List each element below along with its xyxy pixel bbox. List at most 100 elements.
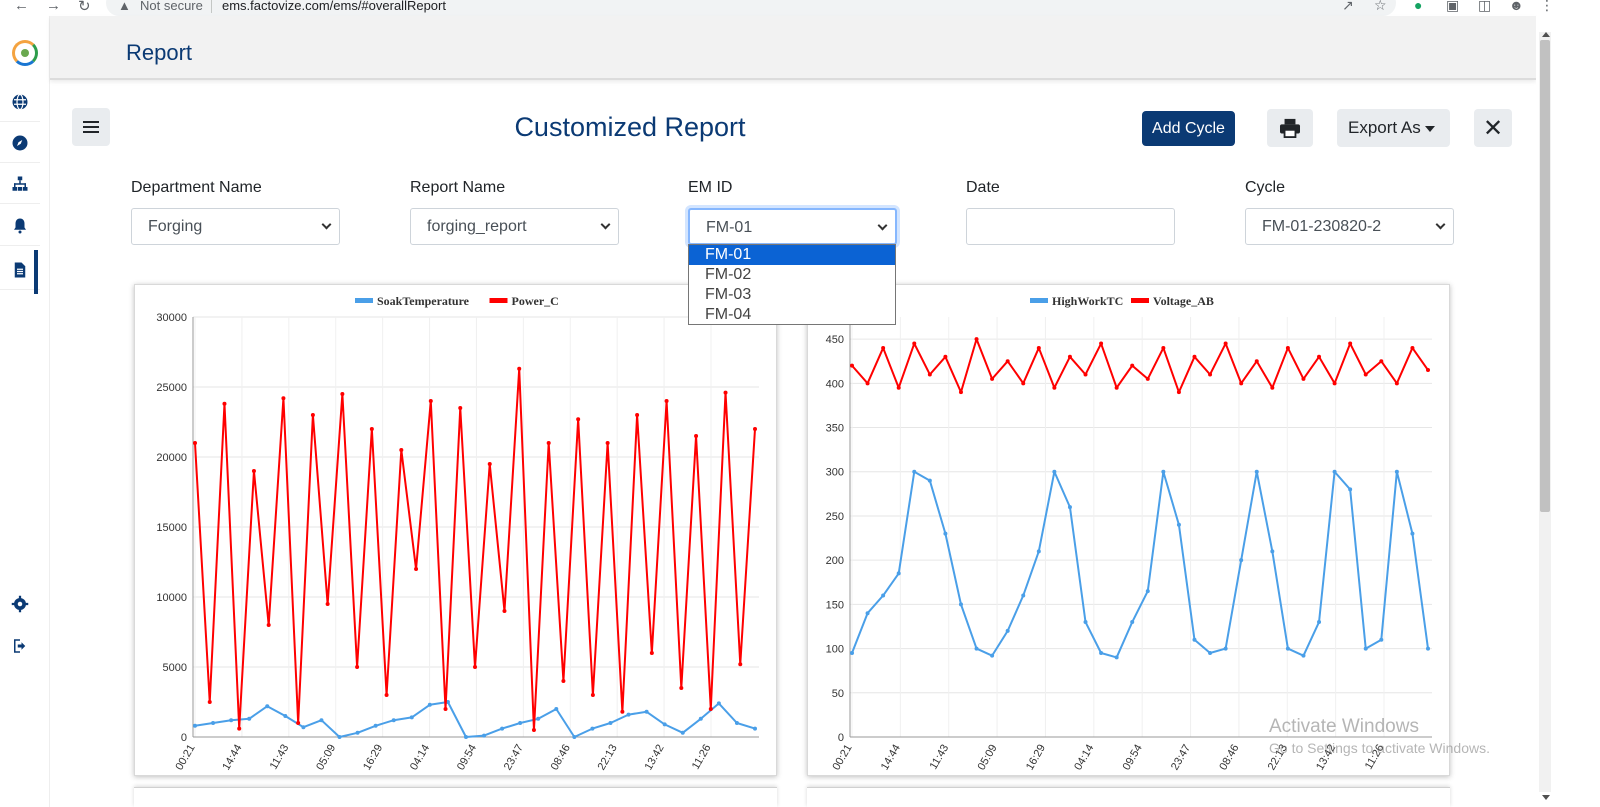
series-line (851, 470, 1429, 659)
globe-icon (12, 93, 28, 110)
grammarly-icon[interactable]: ● (1414, 0, 1423, 13)
close-icon: ✕ (1482, 114, 1504, 142)
series-point (974, 337, 979, 342)
series-point (531, 728, 536, 732)
series-point (373, 723, 378, 728)
caret-down-icon (1424, 125, 1435, 132)
series-point (1363, 372, 1368, 377)
report-name-select[interactable]: forging_report (410, 208, 619, 245)
em-id-select[interactable]: FM-01 (688, 208, 897, 245)
sidebar-item-alerts[interactable] (0, 206, 40, 246)
sidebar-item-report[interactable] (0, 250, 40, 294)
sidebar-item-settings[interactable] (0, 584, 40, 624)
series-point (1410, 531, 1415, 536)
browser-menu-icon[interactable]: ⋮ (1540, 0, 1554, 13)
sidebar-item-dashboard[interactable] (0, 123, 40, 163)
y-tick-label: 100 (826, 644, 844, 656)
sidebar-item-hierarchy[interactable] (0, 164, 40, 204)
department-value: Forging (148, 218, 203, 235)
series-point (414, 567, 419, 571)
series-point (237, 726, 242, 731)
export-as-button[interactable]: Export As (1337, 109, 1450, 147)
series-point (554, 707, 559, 711)
x-tick-label: 22:13 (596, 743, 620, 773)
y-tick-label: 250 (826, 511, 844, 523)
scrollbar-thumb[interactable] (1540, 40, 1550, 512)
series-point (1239, 381, 1244, 386)
series-point (896, 571, 901, 576)
series-point (753, 726, 757, 731)
em-id-option[interactable]: FM-04 (705, 306, 752, 323)
series-point (1114, 655, 1119, 660)
page-scrollbar[interactable] (1536, 16, 1600, 807)
series-point (500, 726, 505, 731)
series-point (1005, 628, 1010, 633)
department-select[interactable]: Forging (131, 208, 340, 245)
sidebar-item-globe[interactable] (0, 82, 40, 122)
x-tick-label: 09:54 (455, 743, 479, 773)
series-point (590, 693, 595, 697)
y-tick-label: 15000 (156, 522, 187, 534)
legend-label: Power_C (512, 294, 559, 308)
y-tick-label: 25000 (156, 382, 187, 394)
x-tick-label: 23:47 (502, 743, 526, 773)
reload-icon[interactable]: ↻ (78, 0, 91, 15)
series-point (517, 366, 522, 371)
series-point (391, 718, 396, 723)
series-point (608, 721, 613, 725)
scroll-down-arrow-icon[interactable] (1542, 795, 1550, 800)
scroll-up-arrow-icon[interactable] (1542, 32, 1550, 37)
series-point (1363, 646, 1368, 651)
series-point (473, 665, 477, 669)
series-point (222, 401, 227, 406)
series-point (1254, 469, 1259, 474)
chart-card-next-left (134, 787, 777, 807)
series-point (850, 363, 854, 368)
chart-highwork-voltage: 0 50 100 150 200 250 300 350 400 450 00:21 14:44 11:… (826, 294, 1432, 772)
document-icon (14, 262, 26, 277)
profile-avatar-icon[interactable]: ☻ (1509, 0, 1524, 13)
cycle-select[interactable]: FM-01-230820-2 (1245, 208, 1454, 245)
print-button[interactable] (1267, 109, 1313, 147)
legend-swatch (1131, 298, 1149, 303)
series-point (927, 478, 932, 483)
sidebar-item-logout[interactable] (0, 626, 40, 666)
y-tick-label: 300 (826, 467, 844, 479)
chevron-down-icon (877, 220, 888, 231)
em-id-option[interactable]: FM-02 (705, 266, 752, 283)
series-point (1130, 620, 1135, 625)
date-input[interactable] (966, 208, 1175, 245)
series-point (1005, 359, 1010, 364)
side-panel-icon[interactable]: ◫ (1478, 0, 1492, 13)
chart-card-left: 0 5000 10000 15000 20000 25000 30000 00:21 14:44… (134, 284, 777, 776)
series-point (1394, 469, 1399, 474)
series-point (355, 665, 360, 669)
compass-icon (12, 135, 28, 150)
series-point (1239, 558, 1244, 563)
chevron-down-icon (600, 219, 611, 230)
forward-arrow-icon[interactable]: → (46, 0, 61, 14)
em-id-option[interactable]: FM-01 (689, 245, 895, 265)
back-arrow-icon[interactable]: ← (14, 0, 29, 14)
bookmark-star-icon[interactable]: ☆ (1374, 0, 1387, 13)
series-point (443, 707, 448, 711)
series-point (698, 716, 703, 721)
series-point (355, 730, 360, 735)
series-point (281, 396, 286, 401)
close-button[interactable]: ✕ (1474, 109, 1512, 147)
chevron-down-icon (1435, 219, 1446, 230)
hamburger-icon (83, 126, 99, 128)
url-text[interactable]: ems.factovize.com/ems/#overallReport (222, 0, 446, 13)
menu-toggle-button[interactable] (72, 108, 110, 146)
address-bar[interactable]: ▲ Not secure ems.factovize.com/ems/#over… (106, 0, 1396, 16)
share-icon[interactable]: ↗ (1342, 0, 1354, 13)
add-cycle-button[interactable]: Add Cycle (1142, 111, 1235, 146)
series-point (463, 735, 468, 739)
header-title: Report (126, 40, 193, 65)
series-point (1285, 646, 1290, 651)
series-point (1270, 385, 1275, 390)
em-id-dropdown-list[interactable]: FM-01 FM-02 FM-03 FM-04 (688, 244, 896, 325)
extensions-puzzle-icon[interactable]: ▣ (1446, 0, 1460, 13)
bell-icon (14, 218, 26, 233)
em-id-option[interactable]: FM-03 (705, 286, 752, 303)
